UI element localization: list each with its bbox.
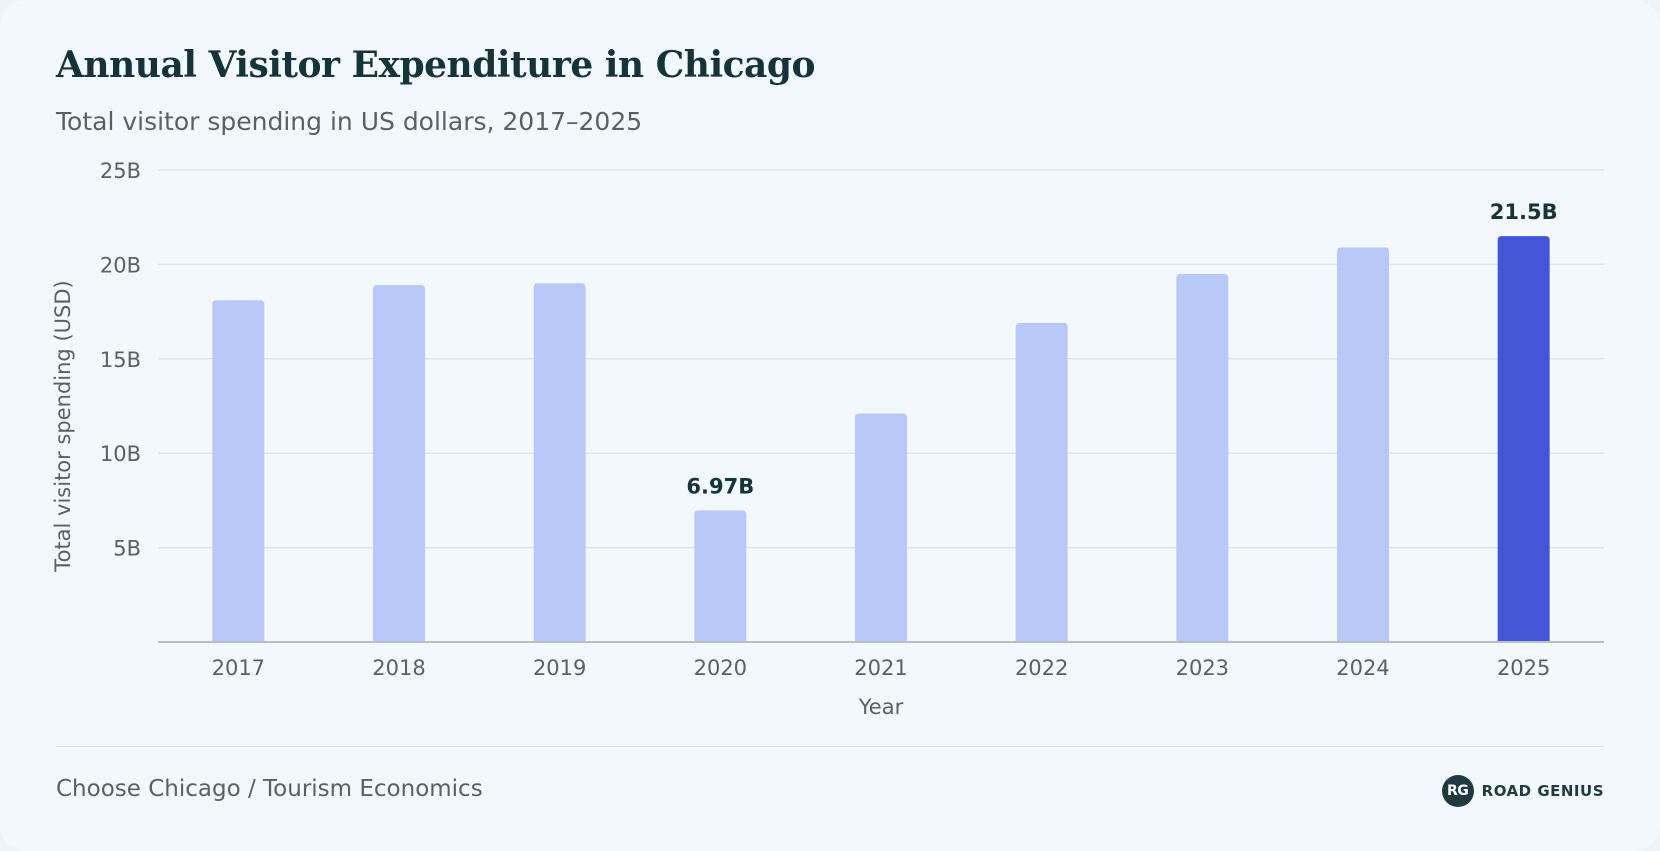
x-tick-label: 2017 <box>212 656 265 680</box>
bar <box>855 413 907 642</box>
x-tick-label: 2024 <box>1336 656 1389 680</box>
y-tick-label: 25B <box>100 159 141 183</box>
bar <box>694 510 747 642</box>
bar <box>1176 273 1229 642</box>
chart-subtitle: Total visitor spending in US dollars, 20… <box>56 107 643 136</box>
x-tick-label: 2019 <box>533 656 586 680</box>
x-tick-label: 2023 <box>1176 656 1229 680</box>
bar <box>212 300 265 642</box>
chart-title: Annual Visitor Expenditure in Chicago <box>56 44 816 86</box>
bar <box>1497 236 1550 642</box>
y-axis-title: Total visitor spending (USD) <box>51 280 75 572</box>
road-genius-logo-icon: RG <box>1441 775 1474 807</box>
bar <box>373 285 425 642</box>
source-credit: Choose Chicago / Tourism Economics <box>56 776 483 802</box>
bar <box>1337 247 1389 642</box>
y-tick-label: 20B <box>100 253 141 277</box>
y-tick-label: 5B <box>113 537 141 561</box>
data-label: 21.5B <box>1490 200 1558 224</box>
x-tick-label: 2020 <box>694 656 747 680</box>
x-tick-label: 2022 <box>1015 656 1068 680</box>
y-tick-label: 15B <box>100 348 141 372</box>
x-axis-title: Year <box>858 695 904 719</box>
brand-name: ROAD GENIUS <box>1481 782 1604 800</box>
brand-logo: RG ROAD GENIUS <box>1441 775 1604 807</box>
footer-divider <box>56 746 1604 747</box>
x-tick-label: 2021 <box>854 656 907 680</box>
x-tick-label: 2025 <box>1497 656 1550 680</box>
bar <box>1015 322 1068 642</box>
data-label: 6.97B <box>686 474 754 498</box>
y-tick-label: 10B <box>100 442 141 466</box>
x-tick-label: 2018 <box>372 656 425 680</box>
bar-chart: 5B 10B 15B 20B 25B 2017 2018 2019 2020 6.97B 2021 2… <box>51 159 1604 719</box>
bar <box>533 283 586 642</box>
